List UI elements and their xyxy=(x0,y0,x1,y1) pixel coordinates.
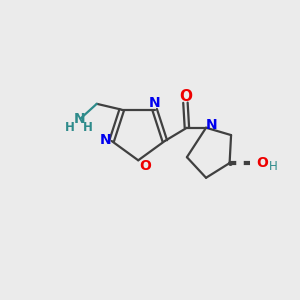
Text: H: H xyxy=(269,160,278,173)
Text: O: O xyxy=(256,156,268,170)
Text: O: O xyxy=(179,89,192,104)
Text: N: N xyxy=(99,133,111,146)
Text: H: H xyxy=(65,122,75,134)
Text: N: N xyxy=(206,118,218,132)
Text: O: O xyxy=(139,159,151,172)
Text: H: H xyxy=(83,122,93,134)
Text: N: N xyxy=(73,112,85,125)
Text: N: N xyxy=(149,96,161,110)
